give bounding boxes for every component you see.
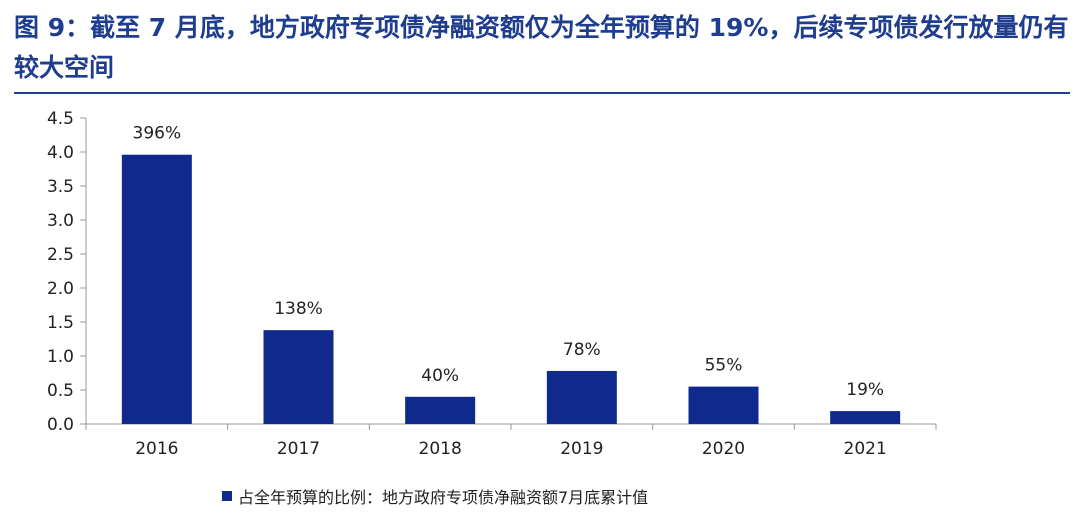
x-tick-label: 2017 bbox=[277, 439, 320, 459]
x-tick-label: 2020 bbox=[702, 439, 745, 459]
y-tick-label: 4.5 bbox=[47, 109, 74, 129]
y-tick-label: 1.5 bbox=[47, 313, 74, 333]
bar bbox=[405, 396, 476, 424]
y-tick-label: 1.0 bbox=[47, 347, 74, 367]
x-tick-label: 2016 bbox=[135, 439, 178, 459]
legend: 占全年预算的比例：地方政府专项债净融资额7月底累计值 bbox=[222, 484, 648, 508]
data-label: 78% bbox=[563, 340, 601, 360]
y-tick-label: 3.0 bbox=[47, 211, 74, 231]
x-tick-label: 2018 bbox=[419, 439, 462, 459]
y-tick-label: 2.0 bbox=[47, 279, 74, 299]
y-tick-label: 2.5 bbox=[47, 245, 74, 265]
bar bbox=[688, 386, 759, 424]
data-label: 40% bbox=[421, 366, 459, 386]
chart-title: 图 9：截至 7 月底，地方政府专项债净融资额仅为全年预算的 19%，后续专项债… bbox=[14, 13, 1069, 82]
data-label: 55% bbox=[705, 356, 743, 376]
y-tick-label: 3.5 bbox=[47, 177, 74, 197]
legend-swatch bbox=[222, 491, 232, 501]
bar bbox=[546, 370, 617, 424]
data-label: 19% bbox=[846, 380, 884, 400]
title-rule bbox=[14, 92, 1070, 94]
y-tick-label: 0.5 bbox=[47, 381, 74, 401]
x-tick-label: 2019 bbox=[560, 439, 603, 459]
data-label: 396% bbox=[133, 124, 182, 144]
data-label: 138% bbox=[274, 299, 323, 319]
bar bbox=[263, 330, 334, 424]
x-tick-label: 2021 bbox=[844, 439, 887, 459]
bar bbox=[121, 154, 192, 424]
y-tick-label: 0.0 bbox=[47, 415, 74, 435]
y-tick-label: 4.0 bbox=[47, 143, 74, 163]
legend-label: 占全年预算的比例：地方政府专项债净融资额7月底累计值 bbox=[238, 488, 649, 507]
bar bbox=[830, 411, 901, 424]
